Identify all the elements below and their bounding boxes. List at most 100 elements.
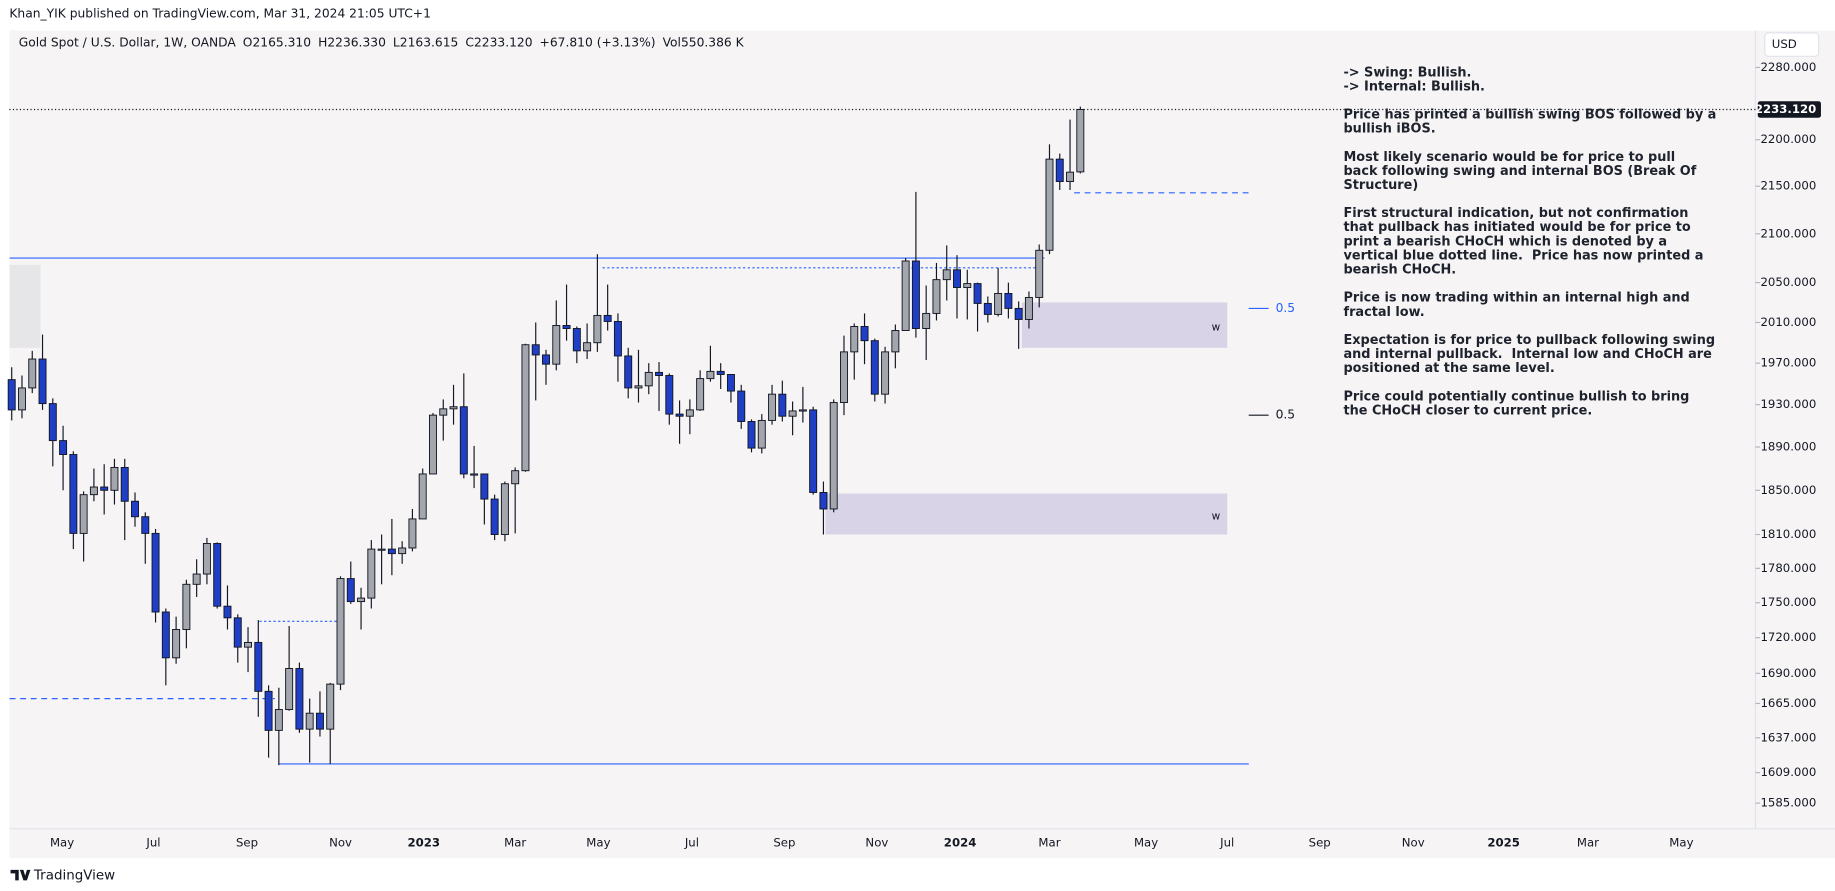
note-line: Most likely scenario would be for price … <box>1343 150 1675 165</box>
currency[interactable]: USD <box>1772 37 1797 51</box>
candle-body <box>470 473 479 476</box>
x-tick-label: May <box>586 835 610 849</box>
candle-body <box>840 351 848 404</box>
candle-body <box>1004 293 1013 309</box>
candle-body <box>274 709 283 731</box>
candle-body <box>305 712 314 730</box>
candle-body <box>963 283 972 289</box>
candle-body <box>562 325 571 329</box>
x-tick-label: Mar <box>1038 835 1060 849</box>
candle-body <box>973 283 982 304</box>
candle-body <box>860 326 869 342</box>
x-tick-label: 2024 <box>944 835 977 849</box>
currency-box[interactable] <box>1764 32 1820 57</box>
candle-body <box>357 597 366 603</box>
legend-value: H2236.330 <box>318 35 386 49</box>
note-line: the CHoCH closer to current price. <box>1343 403 1592 418</box>
x-tick-label: May <box>1134 835 1158 849</box>
legend-value: C2233.120 <box>465 35 532 49</box>
candle-body <box>891 330 900 353</box>
candle-body <box>521 344 530 472</box>
note-line: back following swing and internal BOS (B… <box>1343 164 1696 179</box>
y-tick-label: 1720.000 <box>1760 630 1816 644</box>
y-tick-label: 1970.000 <box>1760 356 1816 370</box>
note-line: bearish CHoCH. <box>1343 262 1456 277</box>
candle-body <box>336 578 345 685</box>
note-line: print a bearish CHoCH which is denoted b… <box>1343 234 1667 249</box>
candle-body <box>192 573 201 585</box>
zone <box>825 493 1228 535</box>
candle-body <box>778 393 787 417</box>
candle-body <box>983 302 992 315</box>
candle-body <box>233 617 242 648</box>
notes: -> Swing: Bullish.-> Internal: Bullish. P… <box>1343 65 1716 418</box>
candle-body <box>716 370 725 375</box>
note-line: Price could potentially continue bullish… <box>1343 389 1689 404</box>
candle-body <box>583 342 592 352</box>
candle-body <box>131 500 139 518</box>
candle-body <box>706 370 715 380</box>
candle-body <box>726 373 735 392</box>
candle-body <box>922 312 931 329</box>
note-line: fractal low. <box>1343 305 1424 320</box>
y-tick-label: 1810.000 <box>1760 527 1816 541</box>
note-line: bullish iBOS. <box>1343 122 1435 137</box>
legend-value: +67.810 (+3.13%) <box>540 35 656 49</box>
y-tick-label: 1930.000 <box>1760 397 1816 411</box>
candle-body <box>696 378 705 411</box>
candle-body <box>819 492 828 510</box>
candle-body <box>315 712 324 730</box>
note-line: and internal pullback. Internal low and … <box>1343 347 1712 362</box>
note-line: Expectation is for price to pullback fol… <box>1343 333 1715 348</box>
zone-label: w <box>1212 321 1221 333</box>
note-line: First structural indication, but not con… <box>1343 206 1688 221</box>
zone-label: w <box>1212 510 1221 522</box>
candle-body <box>737 390 746 422</box>
candle-body <box>942 269 951 281</box>
candle-body <box>387 548 396 555</box>
candle-body <box>17 387 26 411</box>
candle-body <box>439 408 448 416</box>
candle-body <box>655 371 664 376</box>
candle-body <box>1035 249 1044 298</box>
y-tick-label: 2050.000 <box>1760 275 1816 289</box>
note-line: that pullback has initiated would be for… <box>1343 220 1690 235</box>
fib-label: 0.5 <box>1276 301 1296 315</box>
candle-body <box>911 260 920 329</box>
candle-body <box>1076 109 1085 173</box>
x-tick-label: May <box>50 835 74 849</box>
candle-body <box>120 466 129 502</box>
candle-body <box>500 483 509 535</box>
candle-body <box>531 344 540 356</box>
candle-body <box>449 406 458 410</box>
candle-body <box>459 406 468 475</box>
candle-body <box>768 393 777 421</box>
x-tick-label: Jul <box>684 835 699 849</box>
candle-body <box>932 279 941 314</box>
legend-value: L2163.615 <box>393 35 458 49</box>
legend: Gold Spot / U.S. Dollar, 1W, OANDA O2165.… <box>19 35 745 49</box>
y-tick-label: 1780.000 <box>1760 561 1816 575</box>
candle-body <box>870 340 879 395</box>
note-line: -> Internal: Bullish. <box>1343 79 1484 94</box>
logo <box>10 869 31 881</box>
candle-body <box>1024 296 1033 320</box>
x-tick-label: 2025 <box>1487 835 1520 849</box>
candle-body <box>418 473 427 520</box>
x-tick-label: Sep <box>1309 835 1331 849</box>
y-tick-label: 1665.000 <box>1760 696 1816 710</box>
candle-body <box>398 547 407 555</box>
candle-body <box>644 371 653 387</box>
x-tick-label: Nov <box>1402 835 1425 849</box>
candle-body <box>202 543 211 575</box>
note-line: -> Swing: Bullish. <box>1343 65 1471 80</box>
candle-body <box>141 516 150 534</box>
legend-value: O2165.310 <box>243 35 311 49</box>
candle-body <box>59 440 68 455</box>
y-tick-label: 1585.000 <box>1760 796 1816 810</box>
publisher: Khan_YIK published on TradingView.com, M… <box>9 7 431 21</box>
brand: TradingView <box>33 868 115 884</box>
last-price-tag <box>1757 101 1821 118</box>
candle-body <box>285 668 294 711</box>
